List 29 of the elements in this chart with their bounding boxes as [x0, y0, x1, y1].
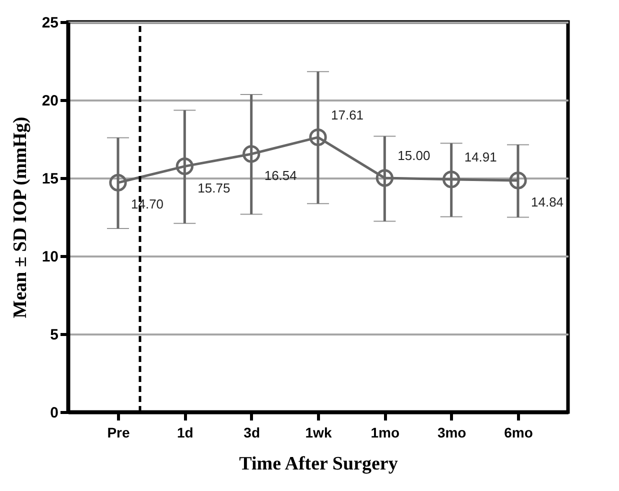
x-tick-label: 1d	[176, 424, 194, 440]
y-tick-label: 0	[50, 404, 58, 422]
y-axis-title: Mean ± SD IOP (mmHg)	[10, 116, 31, 318]
y-tick-label: 15	[42, 170, 58, 188]
text: 15.00	[398, 148, 430, 163]
text: 14.70	[131, 196, 164, 212]
point	[376, 169, 394, 187]
y-tick-label: 5	[50, 326, 58, 344]
point	[509, 172, 527, 190]
y-tick-label: 10	[42, 248, 58, 266]
x-tick-label: 3d	[244, 424, 260, 440]
point	[242, 145, 260, 163]
x-tick-label: Pre	[107, 424, 130, 440]
text: 17.61	[331, 107, 364, 122]
y-tick-label: 20	[42, 92, 58, 110]
text: 15.75	[198, 180, 230, 196]
point	[309, 128, 327, 146]
x-tick-label: 1wk	[305, 424, 332, 440]
x-tick-label: 3mo	[437, 424, 466, 440]
y-tick-label: 25	[42, 14, 58, 32]
x-axis-title: Time After Surgery	[239, 454, 398, 474]
text: 14.91	[464, 149, 497, 164]
x-tick-label: 1mo	[370, 424, 400, 440]
point	[176, 157, 194, 176]
point	[442, 170, 460, 188]
text: 16.54	[264, 168, 297, 183]
x-tick-label: 6mo	[504, 424, 533, 440]
text: 14.84	[531, 194, 564, 210]
point	[109, 174, 127, 192]
